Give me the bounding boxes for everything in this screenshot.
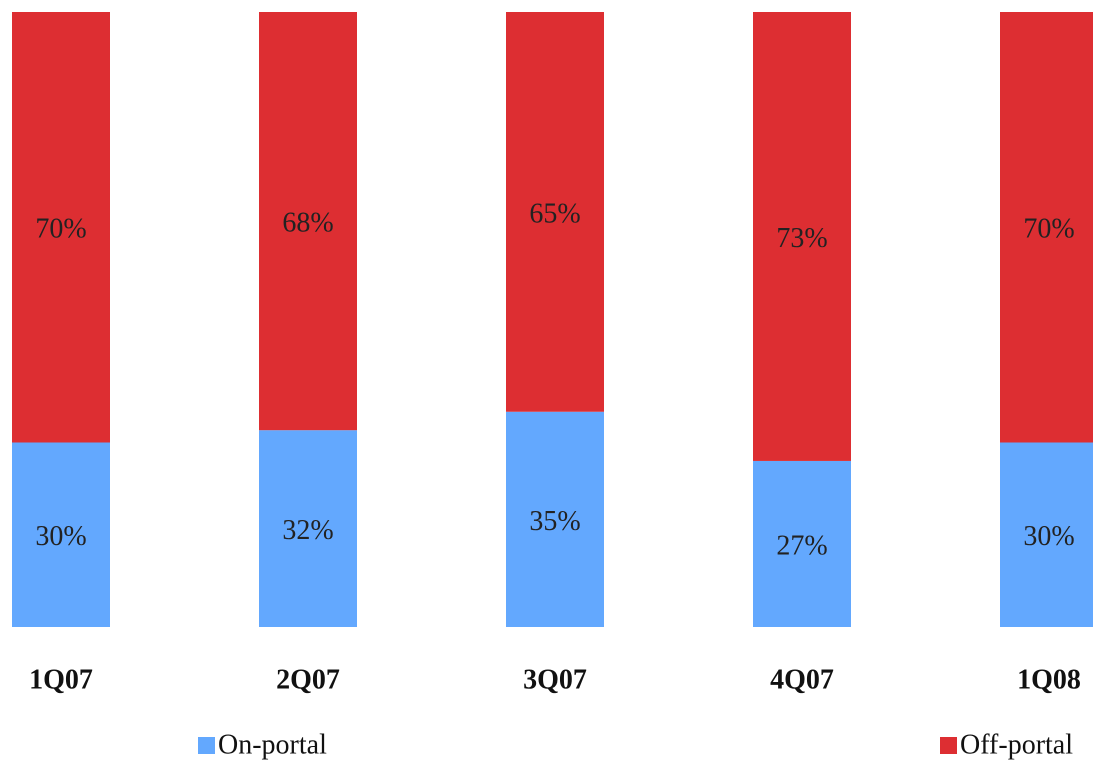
legend-swatch	[940, 737, 957, 754]
data-label: 30%	[1023, 521, 1074, 552]
bar-segment	[753, 460, 851, 627]
bar-segment	[259, 430, 357, 627]
data-label: 35%	[529, 506, 580, 537]
bar-segment	[12, 442, 110, 627]
data-label: 32%	[282, 515, 333, 546]
legend-swatch	[198, 737, 215, 754]
data-label: 70%	[35, 214, 86, 245]
bar-segment	[1000, 442, 1093, 627]
data-label: 70%	[1023, 214, 1074, 245]
data-label: 27%	[776, 530, 827, 561]
data-label: 73%	[776, 223, 827, 254]
data-label: 30%	[35, 521, 86, 552]
x-tick-label: 4Q07	[770, 664, 834, 695]
bar-segment	[506, 411, 604, 627]
x-tick-label: 3Q07	[523, 664, 587, 695]
bar-segment	[12, 12, 110, 443]
legend-label: On-portal	[218, 729, 327, 760]
x-tick-label: 1Q08	[1017, 664, 1081, 695]
bar-segment	[1000, 12, 1093, 443]
x-tick-label: 1Q07	[29, 664, 93, 695]
legend-label: Off-portal	[960, 729, 1073, 760]
data-label: 68%	[282, 208, 333, 239]
bar-segment	[259, 12, 357, 431]
bar-segment	[506, 12, 604, 412]
x-tick-label: 2Q07	[276, 664, 340, 695]
bar-segment	[753, 12, 851, 461]
data-label: 65%	[529, 198, 580, 229]
